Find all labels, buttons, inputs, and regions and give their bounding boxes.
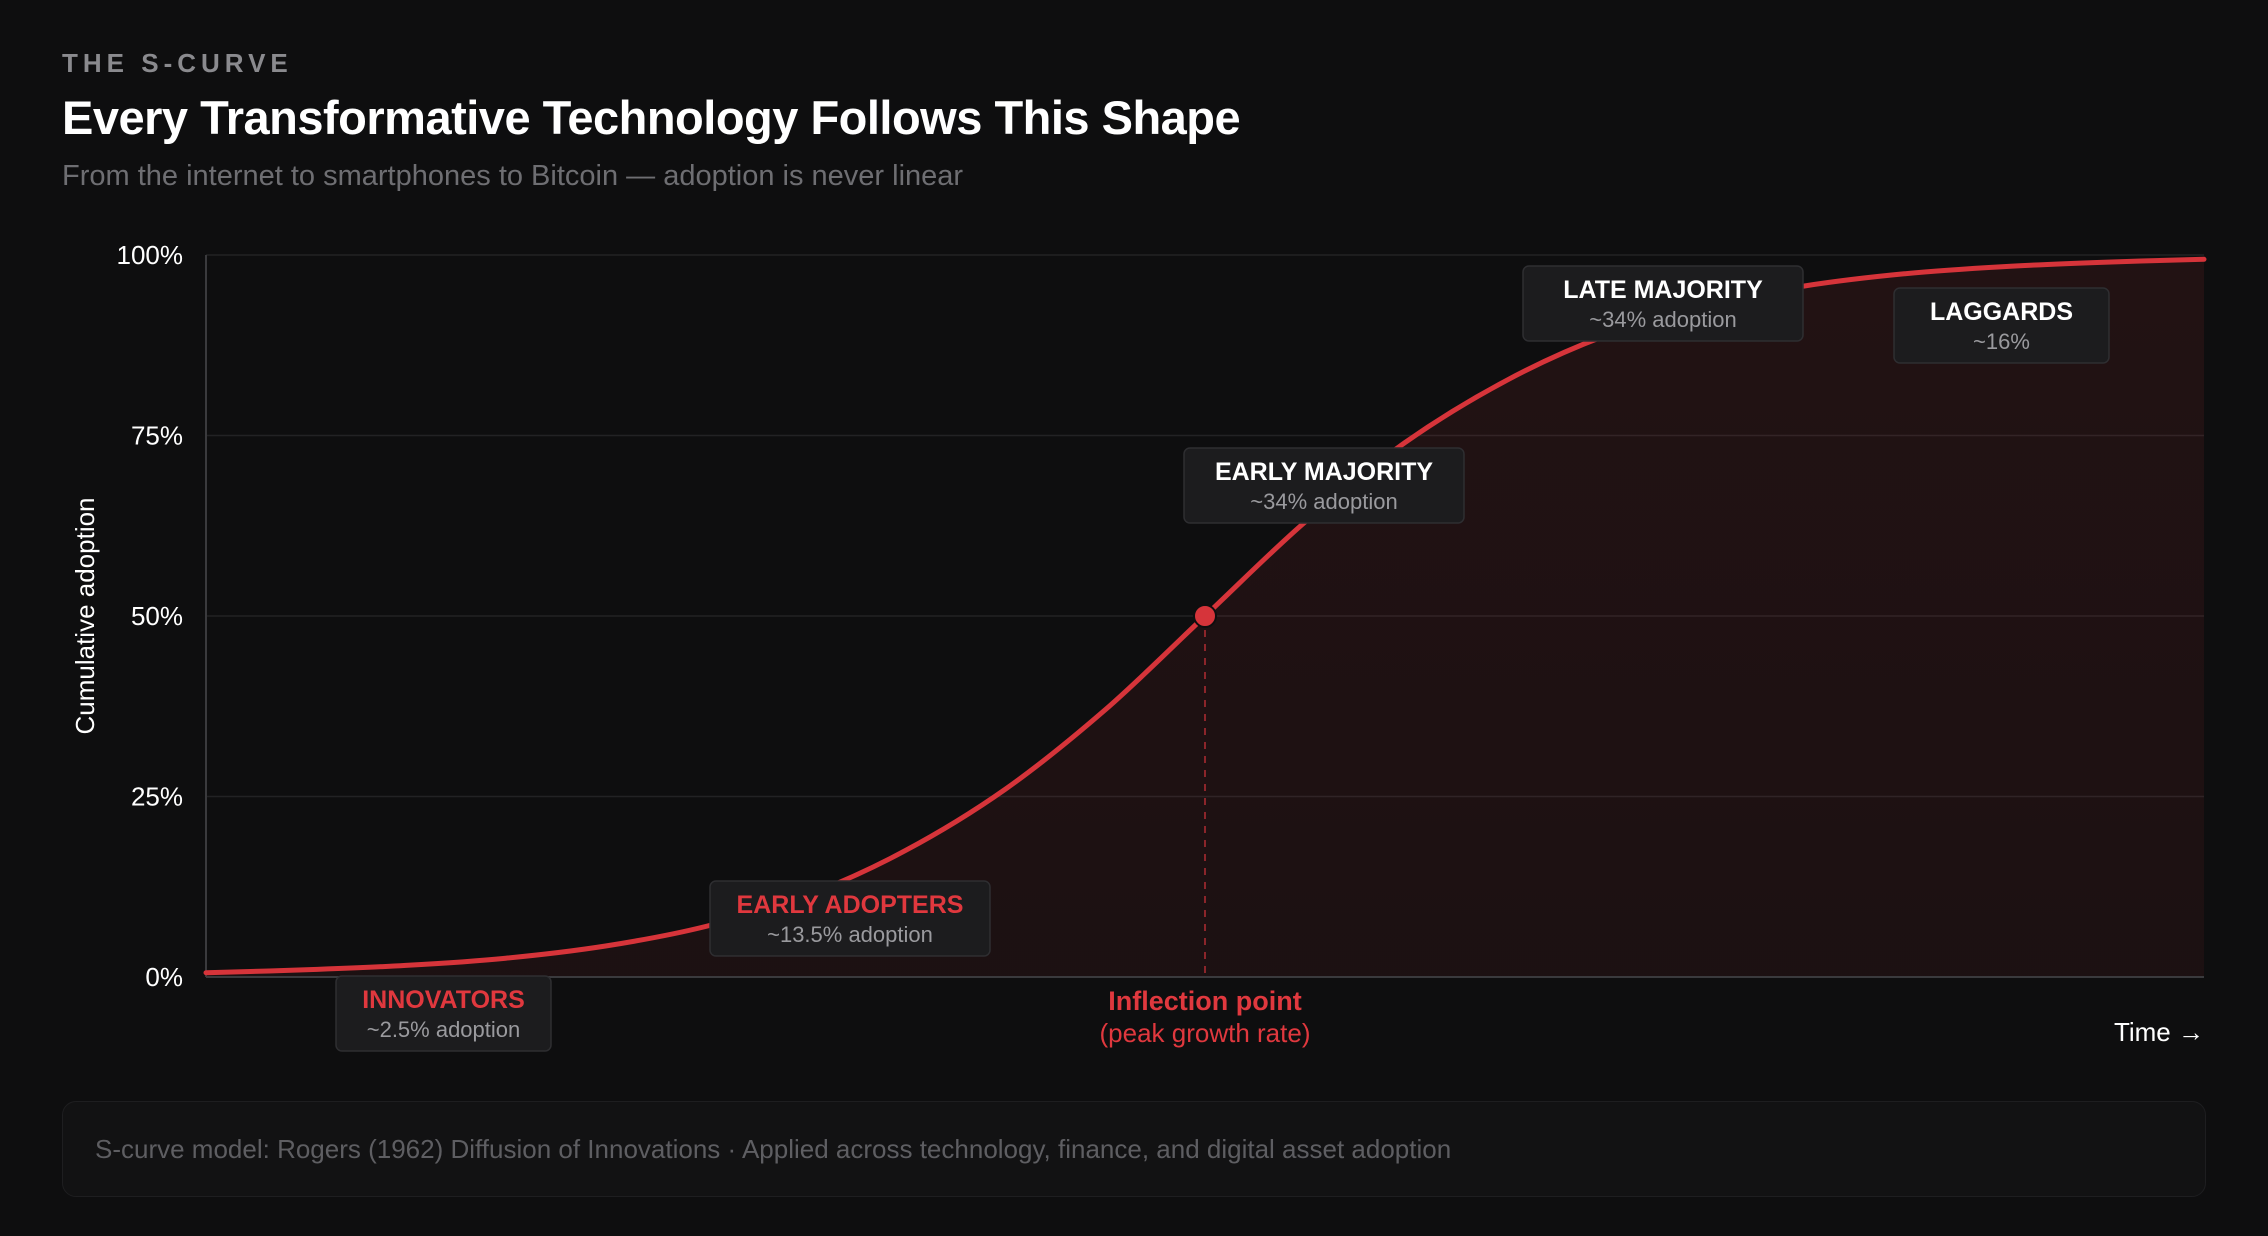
y-tick-labels: 0% 25% 50% 75% 100% <box>117 240 184 992</box>
segment-box <box>1522 265 1804 342</box>
segment-callout-laggards: LAGGARDS ~16% <box>1893 287 2110 364</box>
segment-name: INNOVATORS <box>362 986 525 1014</box>
y-tick-label: 75% <box>131 421 183 451</box>
page-title: Every Transformative Technology Follows … <box>62 91 1241 144</box>
y-axis-label: Cumulative adoption <box>70 497 100 734</box>
inflection-label: Inflection point <box>1108 986 1301 1016</box>
source-note: S-curve model: Rogers (1962) Diffusion o… <box>95 1133 1452 1164</box>
segment-share: ~34% adoption <box>1250 489 1397 514</box>
segment-labels: INNOVATORS ~2.5% adoption EARLY ADOPTERS ~1… <box>335 265 2110 1052</box>
inflection-sublabel: (peak growth rate) <box>1100 1018 1311 1048</box>
segment-callout-innovators: INNOVATORS ~2.5% adoption <box>335 975 552 1052</box>
segment-box <box>709 880 991 957</box>
segment-name: EARLY MAJORITY <box>1215 458 1433 486</box>
inflection-layer: Inflection point(peak growth rate) <box>1100 604 1311 1048</box>
segment-box <box>1893 287 2110 364</box>
segment-share: ~16% <box>1973 329 2030 354</box>
eyebrow-label: THE S-CURVE <box>62 48 293 78</box>
inflection-marker <box>1193 604 1217 628</box>
y-tick-label: 0% <box>145 962 183 992</box>
segment-name: LATE MAJORITY <box>1563 276 1763 304</box>
y-tick-label: 50% <box>131 601 183 631</box>
segment-name: LAGGARDS <box>1930 298 2073 326</box>
segment-share: ~34% adoption <box>1589 307 1736 332</box>
x-axis-label: Time → <box>2114 1017 2204 1047</box>
segment-share: ~13.5% adoption <box>767 922 933 947</box>
segment-name: EARLY ADOPTERS <box>737 891 964 919</box>
segment-share: ~2.5% adoption <box>367 1017 521 1042</box>
segment-box <box>335 975 552 1052</box>
segment-callout-early-majority: EARLY MAJORITY ~34% adoption <box>1183 447 1465 524</box>
y-tick-label: 25% <box>131 782 183 812</box>
segment-callout-late-majority: LATE MAJORITY ~34% adoption <box>1522 265 1804 342</box>
source-footer: S-curve model: Rogers (1962) Diffusion o… <box>62 1101 2206 1197</box>
segment-callout-early-adopters: EARLY ADOPTERS ~13.5% adoption <box>709 880 991 957</box>
page-subtitle: From the internet to smartphones to Bitc… <box>62 160 964 192</box>
segment-box <box>1183 447 1465 524</box>
y-tick-label: 100% <box>117 240 184 270</box>
